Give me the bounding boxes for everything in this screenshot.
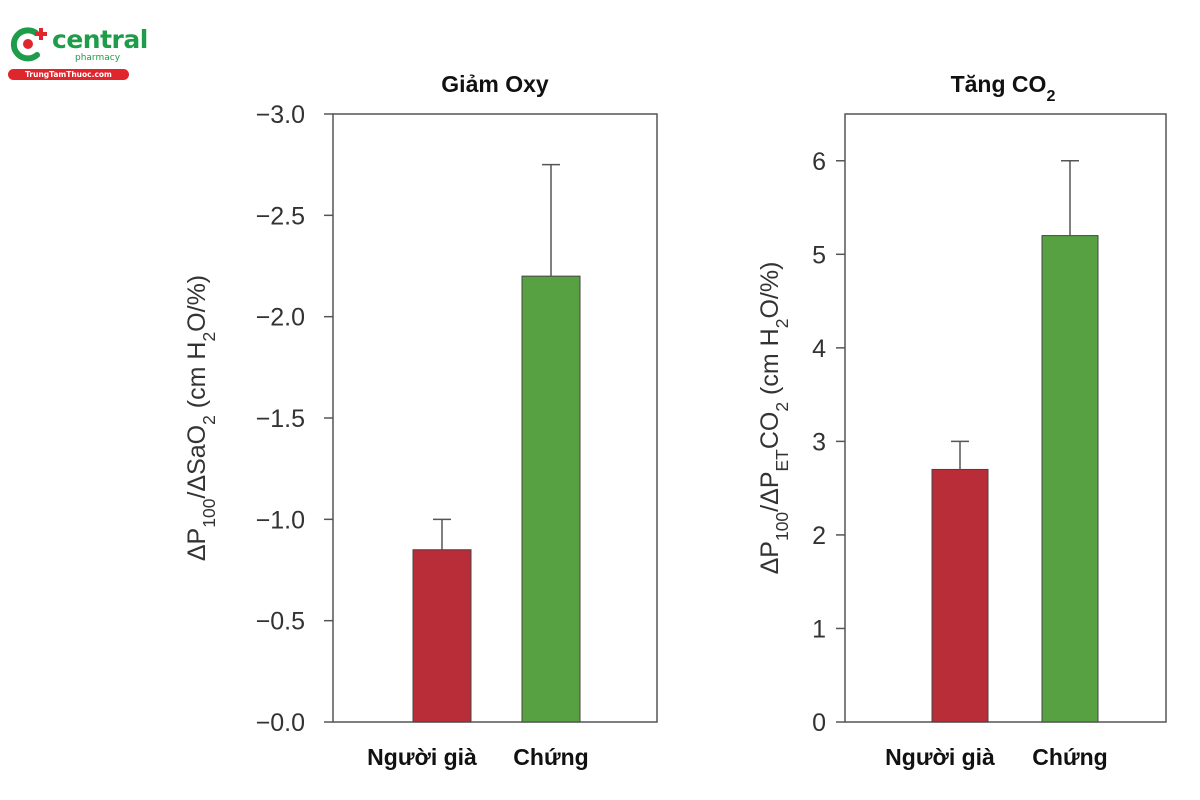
brand-tagline: pharmacy xyxy=(75,53,121,63)
brand-name: central xyxy=(52,25,148,54)
plot-frame xyxy=(332,113,658,723)
y-tick-label: −2.0 xyxy=(256,304,305,332)
y-tick-label: −0.0 xyxy=(256,709,305,737)
y-tick-label: 6 xyxy=(812,148,826,176)
y-tick-label: −3.0 xyxy=(256,101,305,129)
y-tick-label: −2.5 xyxy=(256,202,305,230)
central-pharmacy-logo-icon xyxy=(10,27,47,62)
bar-chung xyxy=(1041,235,1099,723)
y-tick-label: 4 xyxy=(812,335,826,363)
y-tick-label: 2 xyxy=(812,522,826,550)
bar-nguoi-gia xyxy=(931,468,989,723)
x-category-label: Người già xyxy=(367,744,477,770)
y-tick-label: 5 xyxy=(812,241,826,269)
chart-2: 0 1 2 3 4 5 6 Người già Chứng Tăng CO2 ΔP100/ΔPETC… xyxy=(756,71,1167,770)
brand-url: TrungTamThuoc.com xyxy=(8,69,129,80)
y-tick-label: −1.5 xyxy=(256,405,305,433)
chart-title: Giảm Oxy xyxy=(441,71,549,97)
chart-1: −0.0 −0.5 −1.0 −1.5 −2.0 −2.5 −3.0 Người già Chứ… xyxy=(183,71,658,770)
x-category-label: Người già xyxy=(885,744,995,770)
y-tick-label: 0 xyxy=(812,709,826,737)
plot-frame xyxy=(844,113,1167,723)
y-tick-label: −0.5 xyxy=(256,608,305,636)
y-axis-label: ΔP100/ΔPETCO2 (cm H2O/%) xyxy=(756,262,792,575)
x-category-label: Chứng xyxy=(1032,744,1107,770)
brand-logo: central pharmacy TrungTamThuoc.com xyxy=(6,20,148,82)
bar-nguoi-gia xyxy=(412,549,472,723)
y-tick-label: 1 xyxy=(812,615,826,643)
chart-title: Tăng CO2 xyxy=(951,71,1056,105)
bar-chung xyxy=(521,275,581,723)
x-category-label: Chứng xyxy=(513,744,588,770)
y-tick-label: −1.0 xyxy=(256,506,305,534)
y-tick-label: 3 xyxy=(812,428,826,456)
y-axis-label: ΔP100/ΔSaO2 (cm H2O/%) xyxy=(183,275,219,561)
